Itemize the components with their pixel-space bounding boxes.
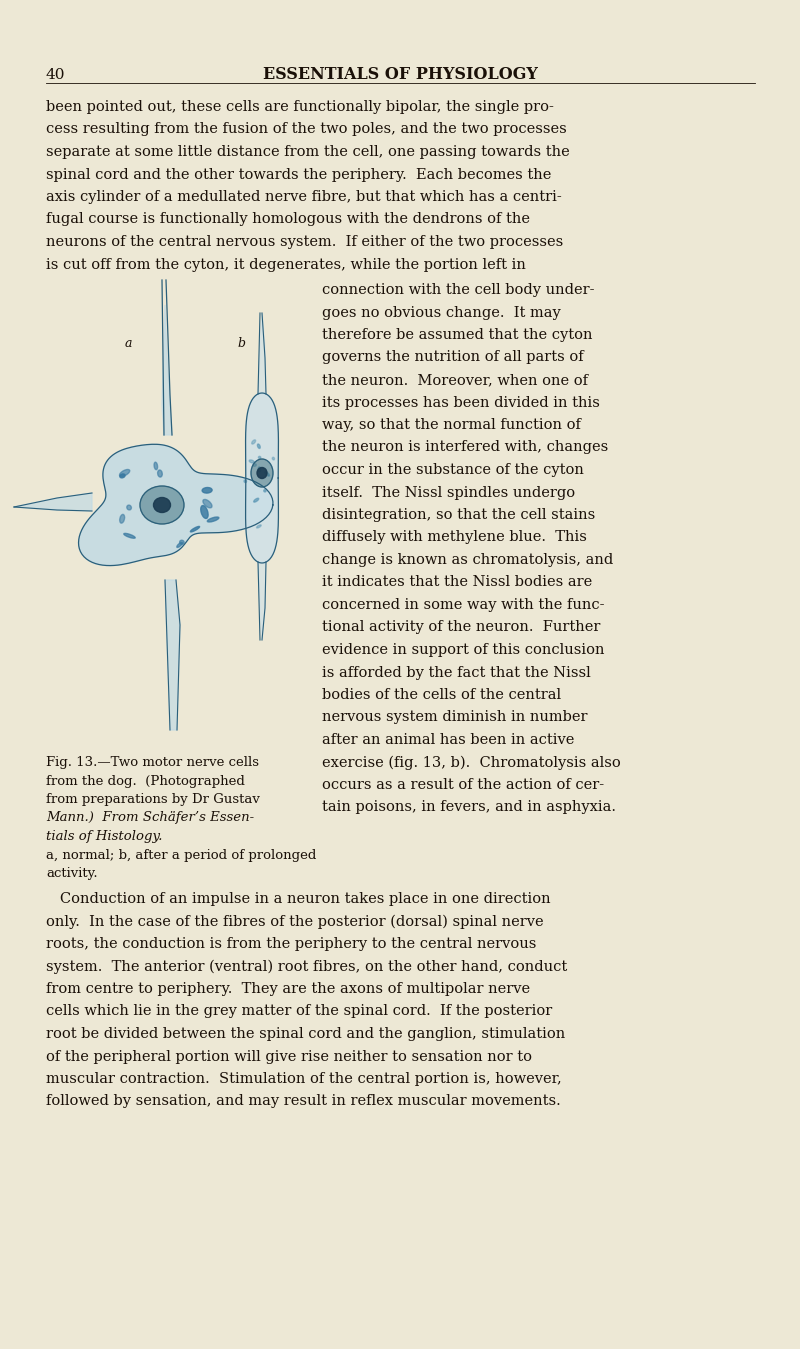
Text: itself.  The Nissl spindles undergo: itself. The Nissl spindles undergo <box>322 486 575 499</box>
Text: Conduction of an impulse in a neuron takes place in one direction: Conduction of an impulse in a neuron tak… <box>46 892 550 907</box>
Ellipse shape <box>203 499 212 507</box>
Text: its processes has been divided in this: its processes has been divided in this <box>322 395 600 410</box>
Text: axis cylinder of a medullated nerve fibre, but that which has a centri-: axis cylinder of a medullated nerve fibr… <box>46 190 562 204</box>
Text: roots, the conduction is from the periphery to the central nervous: roots, the conduction is from the periph… <box>46 938 536 951</box>
Ellipse shape <box>207 517 219 522</box>
Text: a: a <box>125 337 133 349</box>
Polygon shape <box>246 393 278 563</box>
Text: cess resulting from the fusion of the two poles, and the two processes: cess resulting from the fusion of the tw… <box>46 123 566 136</box>
Ellipse shape <box>244 480 246 483</box>
Text: neurons of the central nervous system.  If either of the two processes: neurons of the central nervous system. I… <box>46 235 563 250</box>
Text: cells which lie in the grey matter of the spinal cord.  If the posterior: cells which lie in the grey matter of th… <box>46 1005 552 1018</box>
Text: bodies of the cells of the central: bodies of the cells of the central <box>322 688 561 701</box>
Ellipse shape <box>158 469 162 478</box>
Ellipse shape <box>257 468 267 479</box>
Ellipse shape <box>251 459 273 487</box>
Text: muscular contraction.  Stimulation of the central portion is, however,: muscular contraction. Stimulation of the… <box>46 1072 562 1086</box>
Ellipse shape <box>202 487 212 494</box>
Text: the neuron.  Moreover, when one of: the neuron. Moreover, when one of <box>322 374 588 387</box>
Text: connection with the cell body under-: connection with the cell body under- <box>322 283 594 297</box>
Text: tional activity of the neuron.  Further: tional activity of the neuron. Further <box>322 621 600 634</box>
Text: diffusely with methylene blue.  This: diffusely with methylene blue. This <box>322 530 587 545</box>
Text: evidence in support of this conclusion: evidence in support of this conclusion <box>322 643 605 657</box>
Text: occur in the substance of the cyton: occur in the substance of the cyton <box>322 463 584 478</box>
Polygon shape <box>258 313 266 394</box>
Ellipse shape <box>180 540 184 544</box>
Text: after an animal has been in active: after an animal has been in active <box>322 733 574 747</box>
Text: ESSENTIALS OF PHYSIOLOGY: ESSENTIALS OF PHYSIOLOGY <box>262 66 538 84</box>
Ellipse shape <box>140 486 184 523</box>
Text: activity.: activity. <box>46 867 98 880</box>
Text: Mann.)  From Schäfer’s Essen-: Mann.) From Schäfer’s Essen- <box>46 812 254 824</box>
Ellipse shape <box>201 506 208 518</box>
Text: change is known as chromatolysis, and: change is known as chromatolysis, and <box>322 553 614 567</box>
Ellipse shape <box>258 456 261 459</box>
Ellipse shape <box>154 498 170 513</box>
Text: is afforded by the fact that the Nissl: is afforded by the fact that the Nissl <box>322 665 590 680</box>
Text: therefore be assumed that the cyton: therefore be assumed that the cyton <box>322 328 593 343</box>
Text: exercise (fig. 13, b).  Chromatolysis also: exercise (fig. 13, b). Chromatolysis als… <box>322 755 621 770</box>
Text: disintegration, so that the cell stains: disintegration, so that the cell stains <box>322 509 595 522</box>
Text: from the dog.  (Photographed: from the dog. (Photographed <box>46 774 245 788</box>
Ellipse shape <box>124 533 135 538</box>
Text: from centre to periphery.  They are the axons of multipolar nerve: from centre to periphery. They are the a… <box>46 982 530 996</box>
Ellipse shape <box>120 514 125 523</box>
Text: spinal cord and the other towards the periphery.  Each becomes the: spinal cord and the other towards the pe… <box>46 167 551 182</box>
Polygon shape <box>162 305 172 434</box>
Text: from preparations by Dr Gustav: from preparations by Dr Gustav <box>46 793 260 805</box>
Text: fugal course is functionally homologous with the dendrons of the: fugal course is functionally homologous … <box>46 213 530 227</box>
Text: concerned in some way with the func-: concerned in some way with the func- <box>322 598 605 612</box>
Text: governs the nutrition of all parts of: governs the nutrition of all parts of <box>322 351 584 364</box>
Text: of the peripheral portion will give rise neither to sensation nor to: of the peripheral portion will give rise… <box>46 1050 532 1063</box>
Polygon shape <box>165 580 180 730</box>
Polygon shape <box>258 563 266 639</box>
Text: nervous system diminish in number: nervous system diminish in number <box>322 711 587 724</box>
Ellipse shape <box>252 440 256 444</box>
Ellipse shape <box>250 460 254 463</box>
Ellipse shape <box>254 498 258 502</box>
Ellipse shape <box>258 467 261 472</box>
Polygon shape <box>78 444 273 565</box>
Text: only.  In the case of the fibres of the posterior (dorsal) spinal nerve: only. In the case of the fibres of the p… <box>46 915 544 929</box>
Text: a, normal; b, after a period of prolonged: a, normal; b, after a period of prolonge… <box>46 849 316 862</box>
Ellipse shape <box>253 464 256 467</box>
Text: tain poisons, in fevers, and in asphyxia.: tain poisons, in fevers, and in asphyxia… <box>322 800 616 815</box>
Ellipse shape <box>126 505 131 510</box>
Polygon shape <box>14 492 92 511</box>
Text: system.  The anterior (ventral) root fibres, on the other hand, conduct: system. The anterior (ventral) root fibr… <box>46 959 567 974</box>
Text: way, so that the normal function of: way, so that the normal function of <box>322 418 581 432</box>
Text: been pointed out, these cells are functionally bipolar, the single pro-: been pointed out, these cells are functi… <box>46 100 554 115</box>
Ellipse shape <box>119 469 130 476</box>
Text: the neuron is interfered with, changes: the neuron is interfered with, changes <box>322 441 608 455</box>
Text: goes no obvious change.  It may: goes no obvious change. It may <box>322 305 561 320</box>
Ellipse shape <box>177 542 182 548</box>
Text: followed by sensation, and may result in reflex muscular movements.: followed by sensation, and may result in… <box>46 1094 561 1109</box>
Ellipse shape <box>258 444 260 448</box>
Ellipse shape <box>257 525 261 527</box>
Text: b: b <box>237 337 245 349</box>
Ellipse shape <box>154 463 158 469</box>
Text: tials of Histology.: tials of Histology. <box>46 830 162 843</box>
Text: 40: 40 <box>46 67 66 82</box>
Text: occurs as a result of the action of cer-: occurs as a result of the action of cer- <box>322 778 604 792</box>
Ellipse shape <box>272 457 274 460</box>
Text: Fig. 13.—Two motor nerve cells: Fig. 13.—Two motor nerve cells <box>46 755 259 769</box>
Text: is cut off from the cyton, it degenerates, while the portion left in: is cut off from the cyton, it degenerate… <box>46 258 526 271</box>
Ellipse shape <box>264 490 266 492</box>
Text: it indicates that the Nissl bodies are: it indicates that the Nissl bodies are <box>322 576 592 590</box>
Ellipse shape <box>190 526 199 532</box>
Ellipse shape <box>265 472 270 476</box>
Text: root be divided between the spinal cord and the ganglion, stimulation: root be divided between the spinal cord … <box>46 1027 566 1041</box>
Ellipse shape <box>120 473 125 478</box>
Text: separate at some little distance from the cell, one passing towards the: separate at some little distance from th… <box>46 144 570 159</box>
